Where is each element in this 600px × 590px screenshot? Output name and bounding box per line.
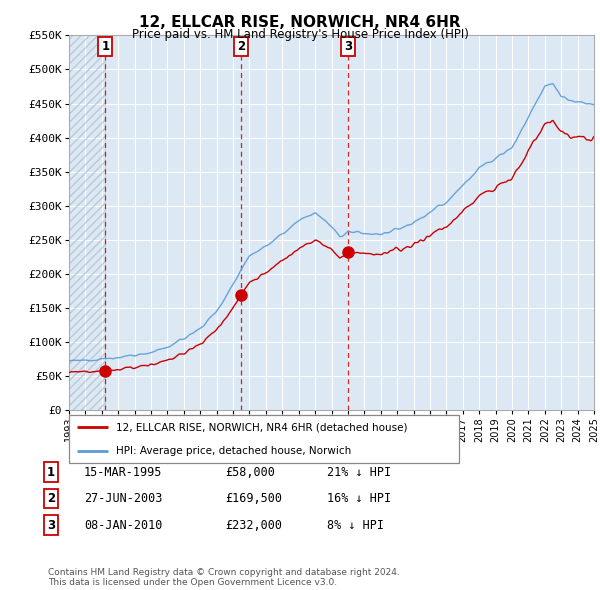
FancyBboxPatch shape bbox=[69, 415, 459, 463]
Text: 2: 2 bbox=[237, 40, 245, 53]
Text: £169,500: £169,500 bbox=[225, 492, 282, 505]
Text: 3: 3 bbox=[47, 519, 55, 532]
Text: Contains HM Land Registry data © Crown copyright and database right 2024.
This d: Contains HM Land Registry data © Crown c… bbox=[48, 568, 400, 587]
Text: 1: 1 bbox=[101, 40, 109, 53]
Text: 27-JUN-2003: 27-JUN-2003 bbox=[84, 492, 163, 505]
Text: HPI: Average price, detached house, Norwich: HPI: Average price, detached house, Norw… bbox=[116, 445, 351, 455]
Text: Price paid vs. HM Land Registry's House Price Index (HPI): Price paid vs. HM Land Registry's House … bbox=[131, 28, 469, 41]
Text: 08-JAN-2010: 08-JAN-2010 bbox=[84, 519, 163, 532]
Text: 12, ELLCAR RISE, NORWICH, NR4 6HR (detached house): 12, ELLCAR RISE, NORWICH, NR4 6HR (detac… bbox=[116, 422, 407, 432]
Text: 15-MAR-1995: 15-MAR-1995 bbox=[84, 466, 163, 478]
Text: 8% ↓ HPI: 8% ↓ HPI bbox=[327, 519, 384, 532]
Text: 1: 1 bbox=[47, 466, 55, 478]
Text: 12, ELLCAR RISE, NORWICH, NR4 6HR: 12, ELLCAR RISE, NORWICH, NR4 6HR bbox=[139, 15, 461, 30]
Text: 16% ↓ HPI: 16% ↓ HPI bbox=[327, 492, 391, 505]
Text: 2: 2 bbox=[47, 492, 55, 505]
Text: £58,000: £58,000 bbox=[225, 466, 275, 478]
Text: 21% ↓ HPI: 21% ↓ HPI bbox=[327, 466, 391, 478]
Text: £232,000: £232,000 bbox=[225, 519, 282, 532]
Text: 3: 3 bbox=[344, 40, 352, 53]
